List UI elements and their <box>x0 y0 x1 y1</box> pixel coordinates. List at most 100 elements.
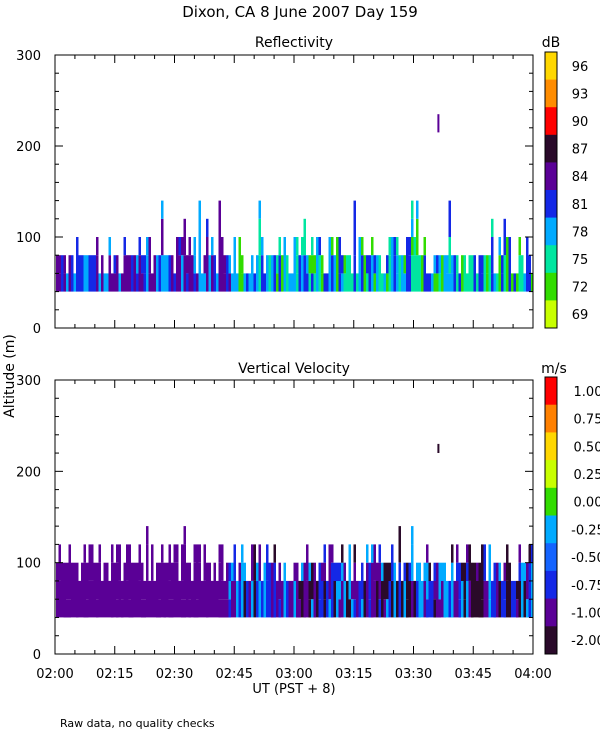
data-cell <box>283 562 286 581</box>
data-cell <box>231 580 234 618</box>
data-cell <box>103 580 106 618</box>
data-cell <box>281 255 284 292</box>
data-cell <box>91 580 94 618</box>
data-cell <box>303 255 306 292</box>
data-cell <box>441 580 444 618</box>
data-cell <box>143 599 146 618</box>
data-cell <box>516 273 519 292</box>
data-cell <box>308 273 311 292</box>
data-cell <box>88 255 91 292</box>
data-cell <box>188 255 191 292</box>
data-cell <box>106 273 109 292</box>
data-cell <box>313 562 316 618</box>
data-cell <box>153 255 156 292</box>
data-cell <box>138 544 141 581</box>
data-cell <box>353 599 356 618</box>
data-cell <box>456 580 459 618</box>
data-cell <box>331 544 334 563</box>
data-cell <box>123 255 126 292</box>
data-cell <box>413 255 416 292</box>
data-cell <box>308 580 311 600</box>
data-cell <box>323 580 326 600</box>
data-cell <box>343 580 346 618</box>
data-cell <box>328 599 331 618</box>
data-cell <box>381 273 384 292</box>
data-cell <box>411 526 414 545</box>
data-cell <box>528 544 531 563</box>
data-cell <box>118 580 121 618</box>
data-cell <box>278 237 281 256</box>
data-cell <box>318 237 321 256</box>
colorbar-label: 72 <box>572 281 589 296</box>
data-cell <box>193 544 196 563</box>
data-cell <box>323 599 326 618</box>
data-cell <box>351 580 354 600</box>
data-cell <box>128 544 131 600</box>
data-cell <box>318 255 321 292</box>
data-cell <box>128 599 131 618</box>
data-cell <box>513 273 516 292</box>
data-cell <box>341 273 344 292</box>
data-cell <box>341 580 344 618</box>
data-cell <box>378 255 381 292</box>
data-cell <box>528 562 531 618</box>
x-tick-label: 03:00 <box>275 667 312 682</box>
data-cell <box>318 562 321 600</box>
data-cell <box>343 273 346 292</box>
data-cell <box>306 255 309 274</box>
data-cell <box>188 562 191 600</box>
data-cell <box>181 580 184 600</box>
data-cell <box>511 580 514 618</box>
data-cell <box>98 562 101 581</box>
data-cell <box>226 562 229 581</box>
data-cell <box>408 580 411 618</box>
data-cell <box>433 273 436 292</box>
data-cell <box>191 580 194 618</box>
data-cell <box>438 273 441 292</box>
isolated-echo <box>437 114 440 133</box>
data-cell <box>113 273 116 292</box>
data-cell <box>373 273 376 292</box>
data-cell <box>81 562 84 581</box>
data-cell <box>241 562 244 618</box>
data-cell <box>366 562 369 581</box>
data-cell <box>161 255 164 292</box>
data-cell <box>223 273 226 292</box>
data-cell <box>148 580 151 618</box>
data-cell <box>176 562 179 581</box>
data-cell <box>311 273 314 292</box>
data-cell <box>441 255 444 292</box>
data-cell <box>396 237 399 256</box>
data-cell <box>398 580 401 618</box>
data-cell <box>308 562 311 581</box>
colorbar-swatch <box>545 570 557 600</box>
data-cell <box>113 580 116 618</box>
data-cell <box>321 580 324 618</box>
data-cell <box>403 580 406 618</box>
data-cell <box>526 599 529 618</box>
data-cell <box>251 580 254 618</box>
colorbar-swatch <box>545 300 557 329</box>
data-cell <box>348 544 351 600</box>
x-tick-label: 04:00 <box>514 667 551 682</box>
data-cell <box>118 544 121 581</box>
data-cell <box>296 562 299 618</box>
data-cell <box>506 237 509 292</box>
data-cell <box>231 562 234 581</box>
data-cell <box>141 255 144 274</box>
data-cell <box>161 200 164 219</box>
data-cell <box>383 562 386 600</box>
data-cell <box>206 218 209 237</box>
data-cell <box>436 255 439 274</box>
data-cell <box>151 273 154 292</box>
data-cell <box>63 255 66 274</box>
colorbar-swatch <box>545 460 557 489</box>
data-cell <box>128 255 131 292</box>
data-cell <box>258 255 261 292</box>
data-cell <box>186 562 189 581</box>
data-cell <box>93 255 96 292</box>
data-cell <box>188 599 191 618</box>
data-cell <box>171 562 174 600</box>
data-cell <box>353 200 356 256</box>
